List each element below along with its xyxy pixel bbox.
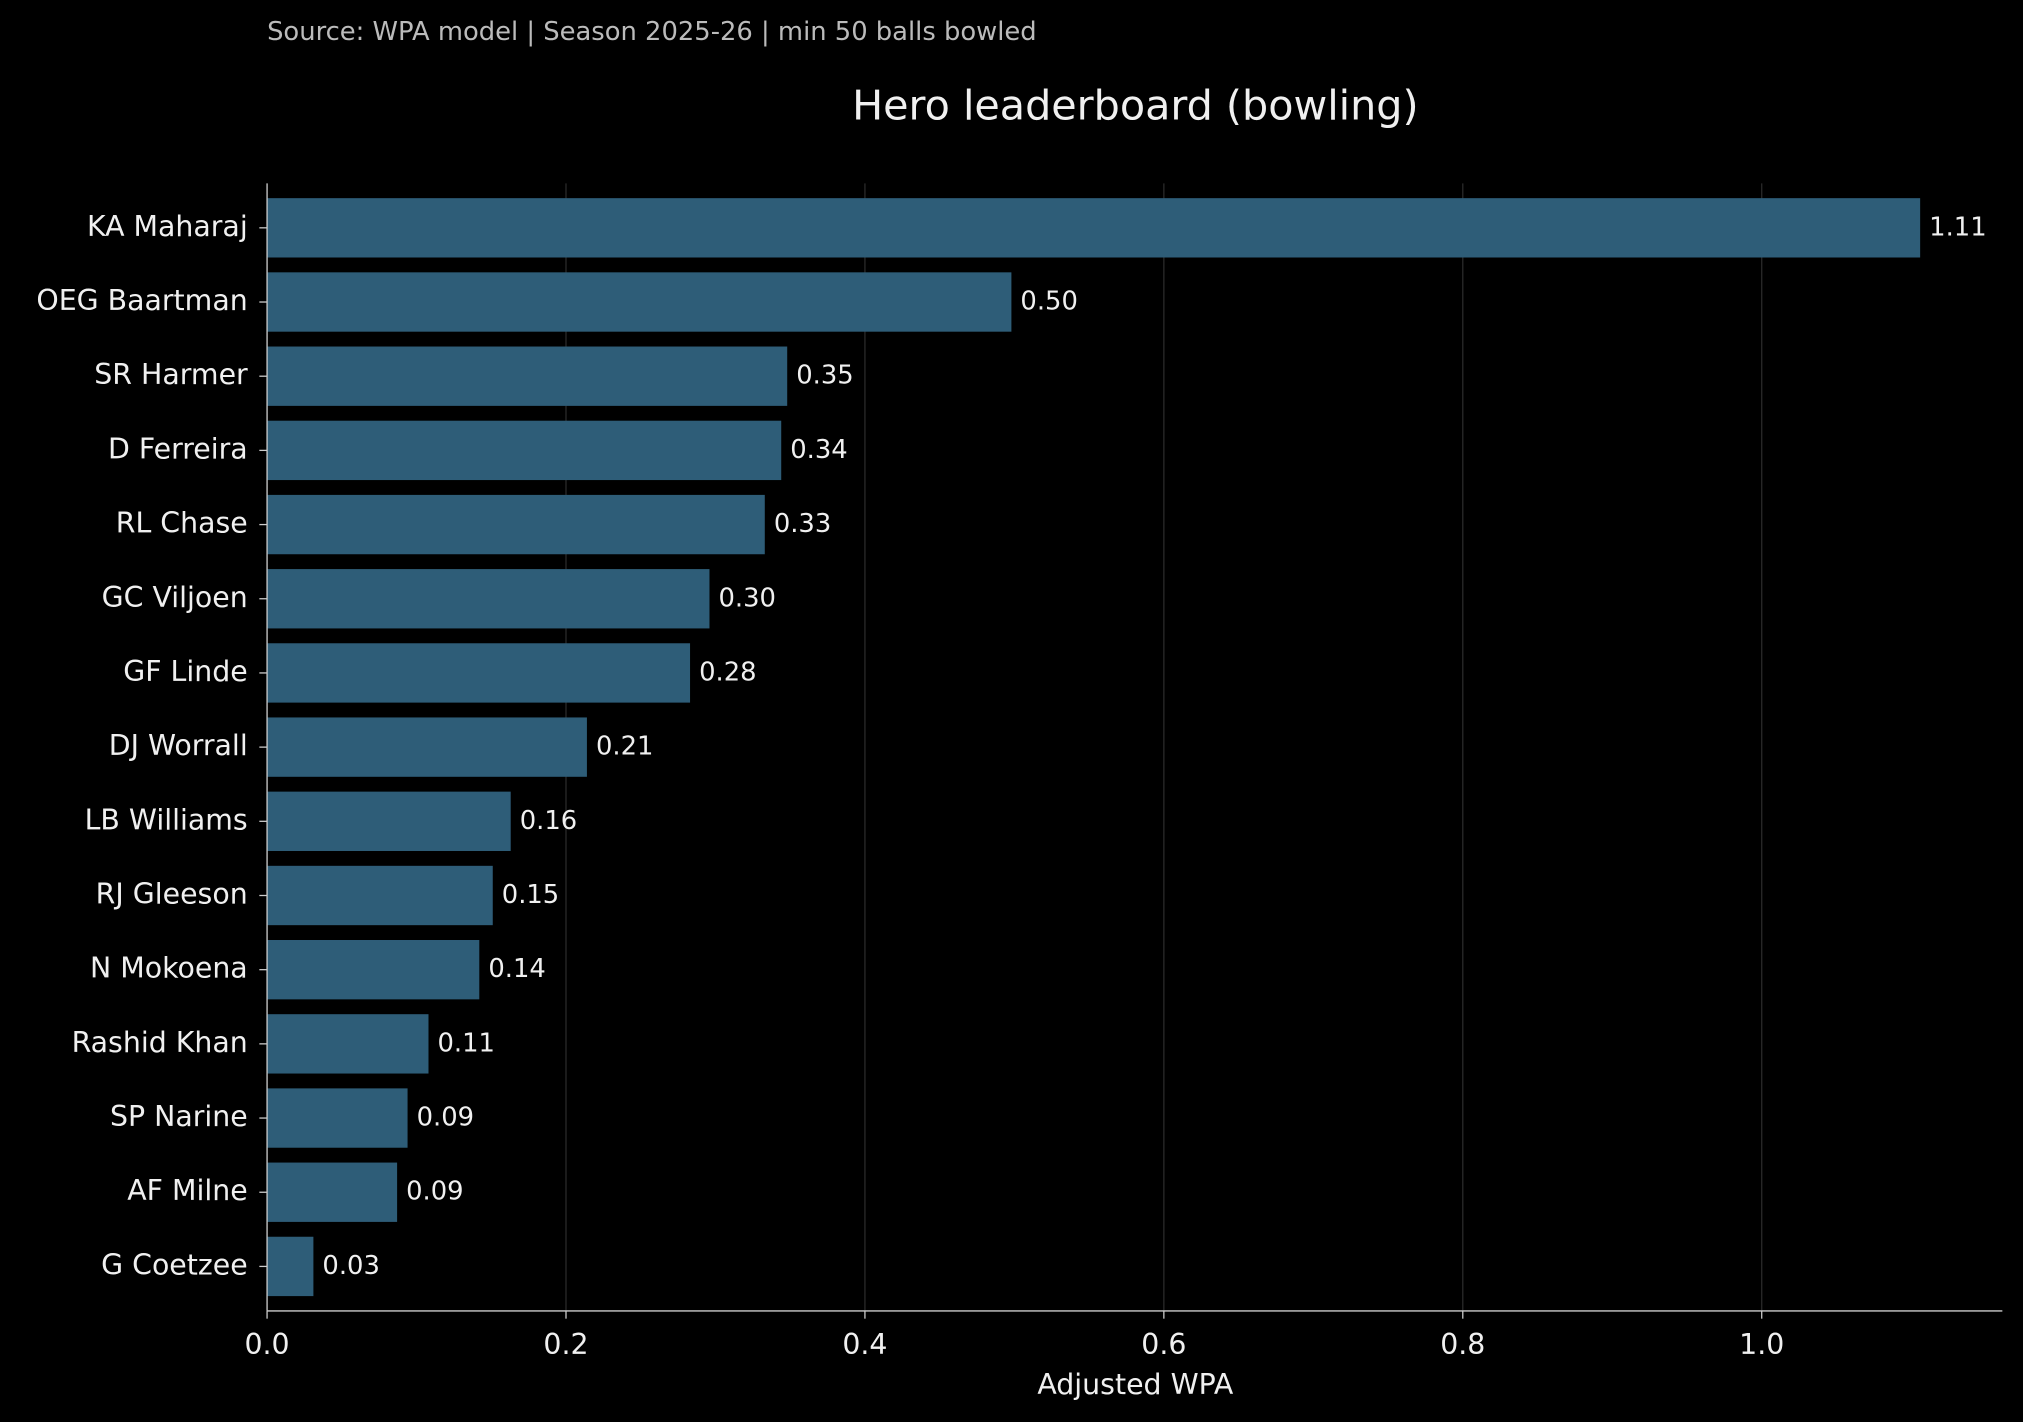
value-label: 0.11 xyxy=(438,1028,495,1058)
y-tick-label: RJ Gleeson xyxy=(96,877,248,910)
y-tick-label: GC Viljoen xyxy=(102,581,248,614)
x-tick-label: 1.0 xyxy=(1739,1328,1784,1361)
y-tick-label: GF Linde xyxy=(123,655,247,688)
value-label: 0.03 xyxy=(322,1251,379,1281)
chart-subtitle: Source: WPA model | Season 2025-26 | min… xyxy=(267,17,1037,47)
y-tick-label: SP Narine xyxy=(110,1100,248,1133)
x-tick-label: 0.0 xyxy=(244,1328,289,1361)
value-label: 0.09 xyxy=(406,1177,463,1207)
value-label: 0.34 xyxy=(790,435,847,465)
bar xyxy=(267,791,511,851)
bar xyxy=(267,346,788,406)
bar xyxy=(267,494,765,555)
value-label: 0.35 xyxy=(796,361,853,391)
value-label: 0.14 xyxy=(488,954,545,984)
value-label: 0.28 xyxy=(699,657,756,687)
value-label: 0.30 xyxy=(719,583,776,613)
chart-title: Hero leaderboard (bowling) xyxy=(852,81,1418,129)
bar xyxy=(267,569,710,629)
y-tick-label: KA Maharaj xyxy=(87,210,248,243)
value-label: 0.16 xyxy=(520,806,577,836)
bar xyxy=(267,420,782,481)
y-tick-label: G Coetzee xyxy=(101,1248,248,1281)
x-tick-label: 0.8 xyxy=(1440,1328,1485,1361)
value-label: 0.50 xyxy=(1020,287,1077,317)
bar xyxy=(267,1236,314,1297)
y-tick-label: Rashid Khan xyxy=(72,1026,248,1059)
bar xyxy=(267,717,587,777)
y-tick-label: D Ferreira xyxy=(108,432,248,465)
value-label: 0.15 xyxy=(502,880,559,910)
y-tick-label: LB Williams xyxy=(85,803,248,836)
bar xyxy=(267,272,1012,332)
y-tick-label: SR Harmer xyxy=(94,358,248,391)
value-label: 0.33 xyxy=(774,509,831,539)
bar xyxy=(267,1014,429,1074)
y-tick-label: RL Chase xyxy=(116,507,248,540)
y-tick-label: AF Milne xyxy=(127,1174,247,1207)
x-axis-label: Adjusted WPA xyxy=(1037,1368,1234,1401)
value-label: 1.11 xyxy=(1929,212,1986,242)
bar xyxy=(267,1088,408,1148)
bar xyxy=(267,865,493,926)
y-tick-label: OEG Baartman xyxy=(36,284,247,317)
y-tick-label: N Mokoena xyxy=(90,952,248,985)
bar xyxy=(267,1162,398,1222)
x-tick-label: 0.6 xyxy=(1141,1328,1186,1361)
bar xyxy=(267,198,1921,258)
y-tick-label: DJ Worrall xyxy=(109,729,248,762)
bar xyxy=(267,643,691,703)
x-tick-label: 0.2 xyxy=(543,1328,588,1361)
x-tick-label: 0.4 xyxy=(842,1328,887,1361)
value-label: 0.09 xyxy=(417,1103,474,1133)
bar xyxy=(267,940,480,1000)
value-label: 0.21 xyxy=(596,732,653,762)
